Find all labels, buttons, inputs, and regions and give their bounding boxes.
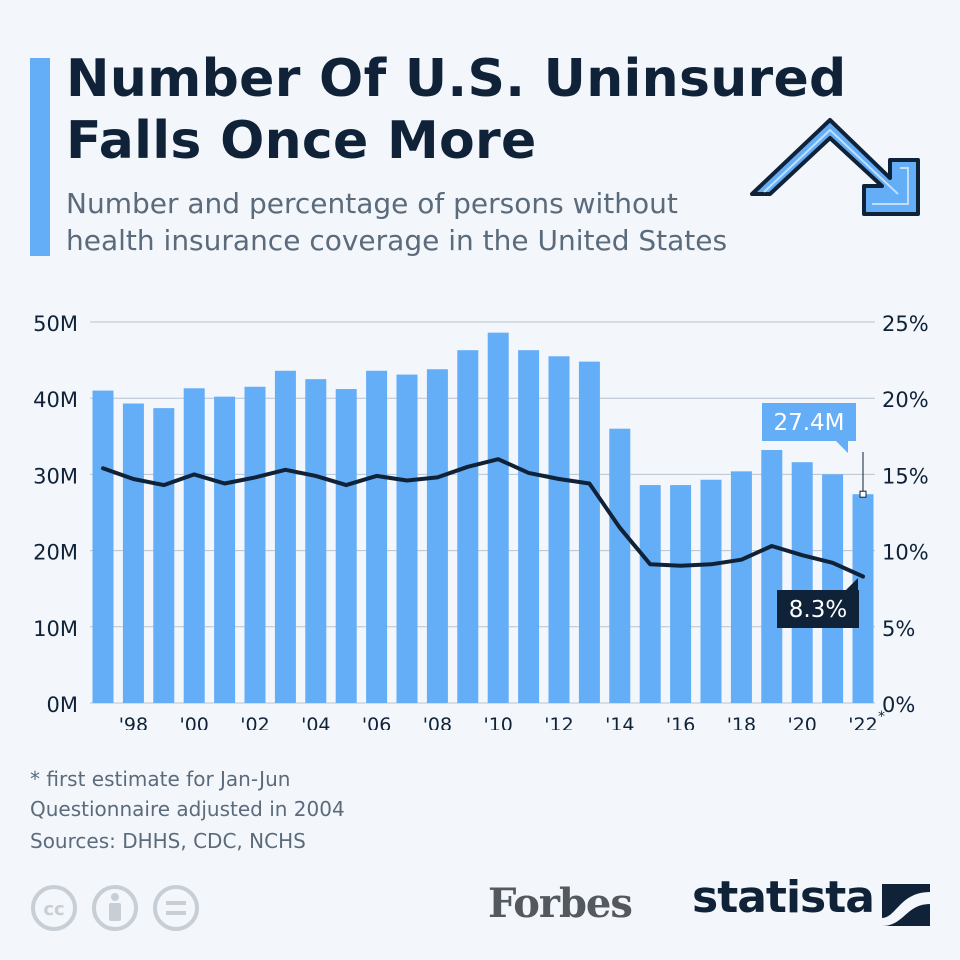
x-tick-label: '18 bbox=[727, 714, 756, 730]
bar-value-label-pointer bbox=[836, 441, 848, 453]
notes: * first estimate for Jan-Jun Questionnai… bbox=[30, 764, 345, 856]
line-value-label: 8.3% bbox=[789, 597, 847, 623]
bar bbox=[92, 390, 114, 703]
right-tick-label: 25% bbox=[882, 312, 929, 336]
bar-value-label: 27.4M bbox=[773, 410, 844, 436]
footnote: * first estimate for Jan-Jun bbox=[30, 767, 291, 791]
uninsured-chart: 0M 10M 20M 30M 40M 50M 0% 5% 10% 15% 20% 25% '98 '0… bbox=[33, 312, 929, 730]
x-tick-label: '98 bbox=[119, 714, 148, 730]
bar bbox=[670, 485, 692, 703]
bar bbox=[457, 350, 479, 703]
bar bbox=[730, 471, 752, 703]
x-tick-footnote-marker: * bbox=[878, 709, 885, 725]
x-tick-label: '08 bbox=[423, 714, 452, 730]
bar-value-marker bbox=[859, 490, 867, 498]
percentage-line-path bbox=[101, 457, 865, 579]
title-line-2: Falls Once More bbox=[66, 111, 537, 171]
bar bbox=[214, 396, 236, 703]
bar bbox=[153, 408, 175, 703]
bar bbox=[487, 332, 509, 703]
bar bbox=[761, 450, 783, 703]
page-title: Number Of U.S. Uninsured Falls Once More bbox=[66, 48, 866, 172]
x-axis-labels: '98 '00 '02 '04 '06 '08 '10 '12 '14 '16 '18 '20 '22 * bbox=[119, 709, 885, 730]
no-derivatives-icon bbox=[153, 885, 199, 931]
subtitle: Number and percentage of persons without… bbox=[66, 185, 766, 259]
bar bbox=[396, 374, 418, 703]
attribution-icon bbox=[92, 885, 138, 931]
x-tick-label: '00 bbox=[179, 714, 208, 730]
line-value-label-box bbox=[777, 590, 859, 628]
cc-icon: cc bbox=[31, 885, 77, 931]
right-tick-label: 20% bbox=[882, 388, 929, 412]
grid-lines bbox=[90, 321, 875, 704]
bar bbox=[852, 494, 874, 703]
questionnaire-note: Questionnaire adjusted in 2004 bbox=[30, 797, 345, 821]
left-axis-labels: 0M 10M 20M 30M 40M 50M bbox=[33, 312, 78, 717]
left-tick-label: 20M bbox=[33, 541, 78, 565]
right-tick-label: 0% bbox=[882, 693, 915, 717]
x-tick-label: '16 bbox=[666, 714, 695, 730]
accent-bar bbox=[30, 58, 50, 256]
forbes-logo: Forbes bbox=[488, 880, 633, 927]
bar bbox=[366, 370, 388, 703]
bar bbox=[335, 389, 357, 703]
trend-down-arrow-icon bbox=[750, 118, 920, 216]
bar bbox=[700, 479, 722, 703]
bar bbox=[822, 474, 844, 703]
bar bbox=[305, 379, 327, 703]
bar bbox=[244, 386, 266, 703]
bar-value-label-box bbox=[762, 403, 856, 441]
left-tick-label: 10M bbox=[33, 617, 78, 641]
x-tick-label: '14 bbox=[605, 714, 634, 730]
bar bbox=[122, 403, 144, 703]
bar bbox=[274, 370, 296, 703]
left-tick-label: 40M bbox=[33, 388, 78, 412]
x-tick-label: '20 bbox=[787, 714, 816, 730]
percentage-line bbox=[101, 457, 865, 579]
x-tick-label: '06 bbox=[362, 714, 391, 730]
bar bbox=[426, 369, 448, 703]
statista-logo-icon bbox=[882, 884, 930, 926]
x-tick-label: '22 bbox=[848, 714, 877, 730]
bar bbox=[639, 485, 661, 703]
bar bbox=[183, 388, 205, 703]
left-tick-label: 50M bbox=[33, 312, 78, 336]
x-tick-label: '02 bbox=[240, 714, 269, 730]
bar bbox=[518, 350, 540, 703]
subtitle-line-1: Number and percentage of persons without bbox=[66, 187, 678, 220]
subtitle-line-2: health insurance coverage in the United … bbox=[66, 224, 728, 257]
svg-text:cc: cc bbox=[43, 899, 64, 920]
statista-logo: statista bbox=[692, 872, 875, 923]
annotations: 27.4M 8.3% bbox=[762, 403, 867, 628]
right-tick-label: 15% bbox=[882, 464, 929, 488]
line-value-label-pointer bbox=[846, 578, 858, 590]
x-tick-label: '04 bbox=[301, 714, 330, 730]
license-icons: cc bbox=[31, 885, 199, 931]
bar bbox=[578, 361, 600, 703]
bar bbox=[791, 462, 813, 703]
x-tick-label: '12 bbox=[544, 714, 573, 730]
bar bbox=[548, 356, 570, 703]
title-line-1: Number Of U.S. Uninsured bbox=[66, 49, 847, 109]
bar bbox=[609, 428, 631, 703]
bars bbox=[92, 332, 874, 703]
left-tick-label: 0M bbox=[47, 693, 78, 717]
right-axis-labels: 0% 5% 10% 15% 20% 25% bbox=[882, 312, 929, 717]
sources: Sources: DHHS, CDC, NCHS bbox=[30, 829, 306, 853]
left-tick-label: 30M bbox=[33, 464, 78, 488]
right-tick-label: 5% bbox=[882, 617, 915, 641]
right-tick-label: 10% bbox=[882, 541, 929, 565]
x-tick-label: '10 bbox=[483, 714, 512, 730]
